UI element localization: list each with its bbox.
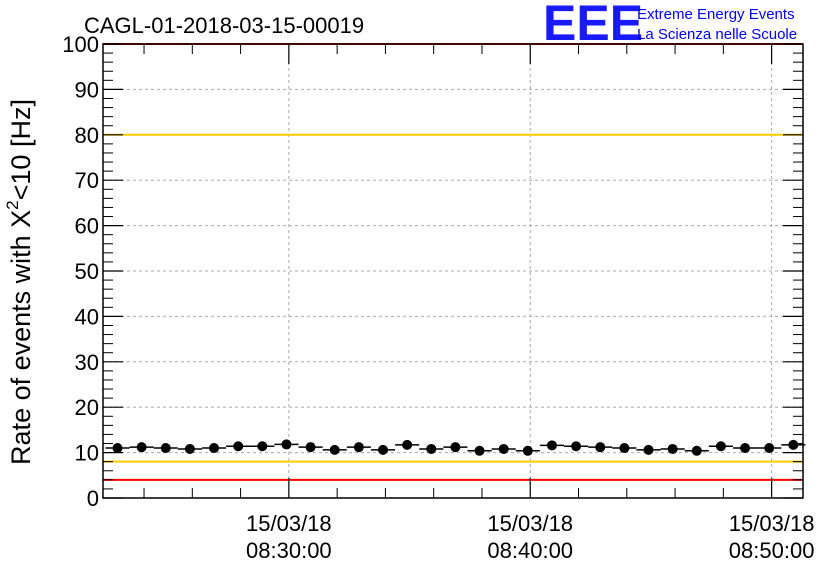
data-point <box>378 444 388 455</box>
data-point <box>305 442 316 453</box>
data-point <box>426 443 437 454</box>
y-tick-labels: 0 10 20 30 40 50 60 70 80 90 100 <box>62 32 99 511</box>
data-point <box>691 445 702 456</box>
y-tick-label: 0 <box>87 486 99 511</box>
data-point <box>160 443 171 454</box>
data-point <box>715 441 726 452</box>
x-tick-date: 15/03/18 <box>729 511 815 536</box>
x-tick-date: 15/03/18 <box>487 511 573 536</box>
data-point <box>112 443 123 454</box>
data-point <box>281 439 292 450</box>
x-tick-date: 15/03/18 <box>246 511 332 536</box>
data-point <box>619 443 630 454</box>
x-tick-time: 08:30:00 <box>246 538 332 563</box>
y-tick-label: 40 <box>75 304 99 329</box>
y-tick-label: 20 <box>75 395 99 420</box>
data-point <box>667 443 678 454</box>
data-point <box>595 442 606 453</box>
data-point <box>474 445 485 456</box>
y-tick-label: 90 <box>75 77 99 102</box>
data-point <box>353 442 364 453</box>
logo-mark: EEE <box>543 0 643 51</box>
logo-line-2: La Scienza nelle Scuole <box>637 26 797 43</box>
data-point <box>764 443 775 454</box>
grid-lines <box>103 43 803 499</box>
logo-line-1: Extreme Energy Events <box>637 6 795 23</box>
data-point <box>136 442 147 453</box>
data-point <box>546 440 557 451</box>
y-tick-label: 70 <box>75 168 99 193</box>
chart-title: CAGL-01-2018-03-15-00019 <box>84 13 364 38</box>
y-axis-label: Rate of events with X2<10 [Hz] <box>3 99 36 465</box>
data-point <box>329 444 340 455</box>
data-point <box>184 443 195 454</box>
y-tick-label: 100 <box>62 32 99 57</box>
y-tick-label: 10 <box>75 441 99 466</box>
y-tick-label: 80 <box>75 123 99 148</box>
threshold-lines <box>103 43 803 481</box>
data-points <box>105 439 806 456</box>
data-point <box>498 443 509 454</box>
data-point <box>571 441 582 452</box>
data-point <box>257 441 268 452</box>
x-tick-labels: 15/03/1808:30:0015/03/1808:40:0015/03/18… <box>246 511 814 563</box>
data-point <box>788 439 799 450</box>
y-tick-label: 60 <box>75 214 99 239</box>
x-tick-time: 08:50:00 <box>729 538 815 563</box>
data-point <box>522 445 533 456</box>
data-point <box>209 443 220 454</box>
data-point <box>740 443 751 454</box>
data-point <box>402 439 413 450</box>
axis-ticks <box>103 43 803 499</box>
x-tick-time: 08:40:00 <box>487 538 573 563</box>
data-point <box>450 442 461 453</box>
y-tick-label: 30 <box>75 350 99 375</box>
data-point <box>233 441 244 452</box>
data-point <box>643 444 654 455</box>
y-tick-label: 50 <box>75 259 99 284</box>
eee-logo: EEE Extreme Energy Events La Scienza nel… <box>543 0 797 51</box>
